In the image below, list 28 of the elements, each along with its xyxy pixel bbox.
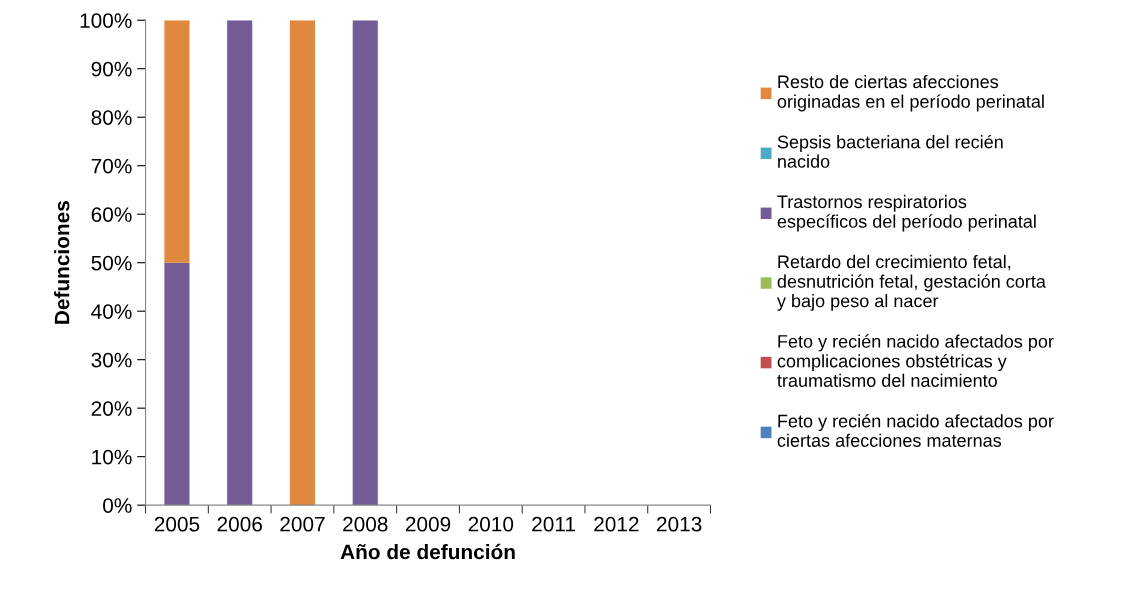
x-axis-title: Año de defunción	[340, 543, 515, 560]
x-tick-label: 2009	[405, 516, 451, 532]
y-tick-label: 20%	[91, 401, 132, 416]
legend-label: Feto y recién nacido afectados por complicaciones obstétricas y traumatismo del nacimiento	[777, 334, 1054, 387]
y-tick-label: 100%	[80, 13, 132, 28]
legend-label: Retardo del crecimiento fetal, desnutrición fetal, gestación corta y bajo peso al nacer	[776, 254, 1046, 311]
x-tick-label: 2012	[594, 516, 639, 532]
x-tick-label: 2007	[280, 516, 325, 532]
y-tick-label: 50%	[91, 255, 132, 271]
legend-label: Trastornos respiratorios específicos del período perinatal	[777, 194, 1036, 232]
x-tick-label: 2011	[532, 516, 575, 532]
y-axis-title: Defunciones	[54, 201, 70, 324]
x-tick-label: 2013	[657, 516, 702, 532]
y-tick-label: 0%	[103, 498, 132, 513]
legend-label: Sepsis bacteriana del recién nacido	[777, 134, 1003, 168]
y-tick-label: 80%	[91, 110, 132, 125]
y-tick-label: 30%	[91, 352, 132, 368]
legend-label: Feto y recién nacido afectados por ciertas afecciones maternas	[777, 413, 1054, 447]
x-tick-label: 2006	[217, 516, 262, 532]
x-tick-label: 2008	[343, 516, 388, 532]
y-tick-label: 10%	[92, 449, 132, 465]
y-tick-label: 90%	[91, 61, 132, 77]
y-tick-label: 60%	[91, 207, 132, 222]
x-tick-label: 2005	[154, 516, 200, 532]
y-tick-label: 70%	[91, 158, 132, 174]
legend-label: Resto de ciertas afecciones originadas en el período perinatal	[777, 74, 1044, 112]
y-tick-label: 40%	[91, 304, 132, 319]
x-tick-label: 2010	[468, 516, 514, 532]
